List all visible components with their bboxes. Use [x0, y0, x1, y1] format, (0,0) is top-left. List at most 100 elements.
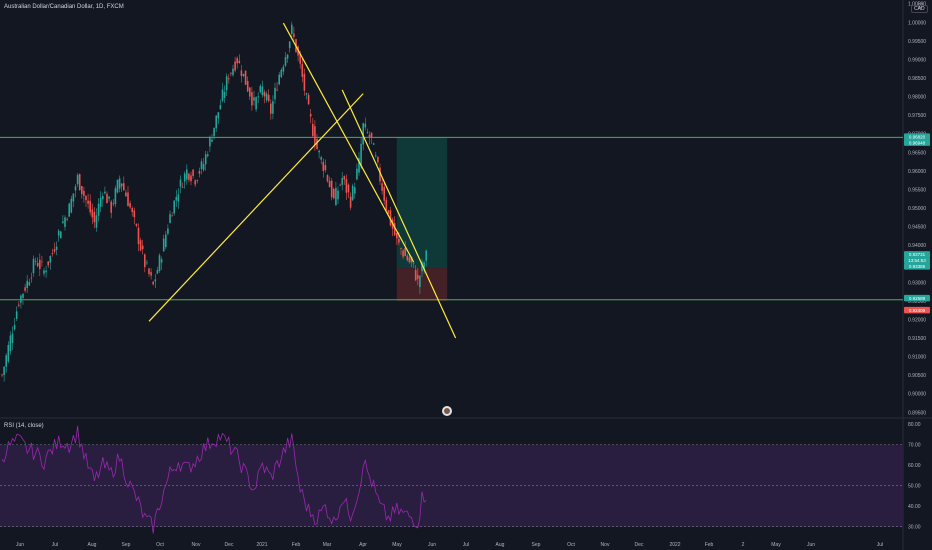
candle-body — [240, 70, 243, 77]
candle-body — [225, 76, 228, 91]
candle-body — [291, 24, 293, 34]
candle-body — [213, 127, 215, 137]
chart-title: Australian Dollar/Canadian Dollar, 1D, F… — [4, 4, 124, 10]
x-tick-label: Sep — [532, 542, 541, 548]
candle-body — [345, 179, 348, 193]
candle-body — [286, 54, 289, 59]
candle-body — [393, 223, 396, 236]
candle-body — [299, 53, 301, 64]
price-tag-label: 0.96820 — [909, 134, 926, 139]
candle-body — [152, 281, 154, 285]
candle-body — [303, 73, 306, 91]
price-tag-bg — [904, 306, 930, 314]
rsi-tick-label: 40.00 — [908, 504, 921, 510]
candle-body — [204, 154, 207, 165]
candle-body — [30, 277, 33, 279]
candle-body — [66, 218, 68, 220]
candle-body — [272, 101, 274, 114]
candle-body — [249, 87, 251, 97]
x-tick-label: 2 — [742, 542, 745, 548]
candle-body — [11, 333, 14, 344]
price-tick-label: 0.96000 — [908, 169, 926, 175]
candle-body — [318, 150, 320, 153]
candle-body — [91, 209, 94, 218]
price-tag-label: 0.96948 — [909, 140, 926, 145]
candle-body — [120, 183, 123, 187]
candle-body — [387, 210, 390, 214]
candle-body — [135, 223, 138, 226]
candle-body — [36, 262, 39, 267]
price-tick-label: 0.92500 — [908, 299, 926, 305]
candle-body — [242, 73, 245, 77]
candle-body — [379, 167, 381, 182]
candle-body — [127, 192, 129, 207]
candle-body — [51, 253, 54, 254]
candle-body — [276, 89, 278, 91]
candle-body — [106, 193, 108, 204]
candle-body — [389, 210, 392, 226]
rsi-tick-label: 60.00 — [908, 463, 921, 469]
price-tag-label: 0.93385 — [909, 264, 926, 269]
candle-body — [347, 184, 350, 193]
candle-body — [217, 112, 220, 119]
candle-body — [102, 196, 104, 200]
candle-body — [188, 173, 190, 180]
candle-body — [326, 175, 329, 182]
candle-body — [97, 203, 100, 216]
candle-body — [123, 183, 125, 191]
price-tag-bg — [904, 133, 930, 140]
candle-body — [236, 58, 238, 64]
candle-body — [320, 157, 322, 160]
x-tick-label: Feb — [705, 542, 714, 548]
candle-body — [406, 255, 409, 261]
price-tick-label: 0.94000 — [908, 243, 926, 249]
candle-body — [328, 180, 331, 188]
candle-body — [253, 97, 255, 101]
candle-body — [339, 184, 341, 186]
price-tag-bg — [904, 257, 930, 264]
candle-body — [209, 136, 211, 147]
candle-body — [13, 325, 16, 330]
candle-body — [419, 275, 421, 288]
candle-body — [24, 287, 26, 291]
candle-body — [162, 238, 165, 252]
candle-body — [55, 246, 58, 250]
x-tick-label: Jul — [463, 542, 469, 548]
candle-body — [129, 203, 131, 208]
candle-body — [131, 208, 133, 212]
candle-body — [412, 262, 415, 264]
candle-body — [414, 270, 417, 281]
candle-body — [335, 187, 337, 206]
candle-body — [228, 78, 230, 80]
candle-body — [72, 193, 75, 202]
currency-badge[interactable]: CAD — [911, 5, 928, 13]
candle-body — [93, 211, 96, 223]
candle-body — [118, 178, 121, 189]
x-tick-label: Mar — [323, 542, 332, 548]
x-tick-label: Jun — [16, 542, 24, 548]
candle-body — [5, 355, 7, 367]
candle-body — [165, 234, 167, 248]
price-tick-label: 0.98500 — [908, 76, 926, 82]
trendline-2 — [282, 22, 415, 263]
candle-body — [364, 123, 367, 128]
price-tick-label: 0.99500 — [908, 39, 926, 45]
x-tick-label: Dec — [225, 542, 234, 548]
candle-body — [280, 69, 283, 78]
candle-body — [322, 161, 325, 171]
candle-body — [293, 33, 295, 38]
x-tick-label: Feb — [292, 542, 301, 548]
price-tag-bg — [904, 263, 930, 270]
rsi-line — [1, 425, 427, 534]
candle-body — [57, 230, 60, 236]
candle-body — [425, 250, 427, 261]
candle-body — [265, 93, 268, 101]
candle-body — [360, 143, 362, 167]
candle-body — [383, 187, 385, 201]
candle-body — [110, 201, 112, 213]
candle-body — [221, 89, 224, 101]
candle-body — [83, 190, 85, 196]
price-tag-label: 13:54:53 — [908, 258, 926, 263]
candle-body — [45, 270, 47, 273]
